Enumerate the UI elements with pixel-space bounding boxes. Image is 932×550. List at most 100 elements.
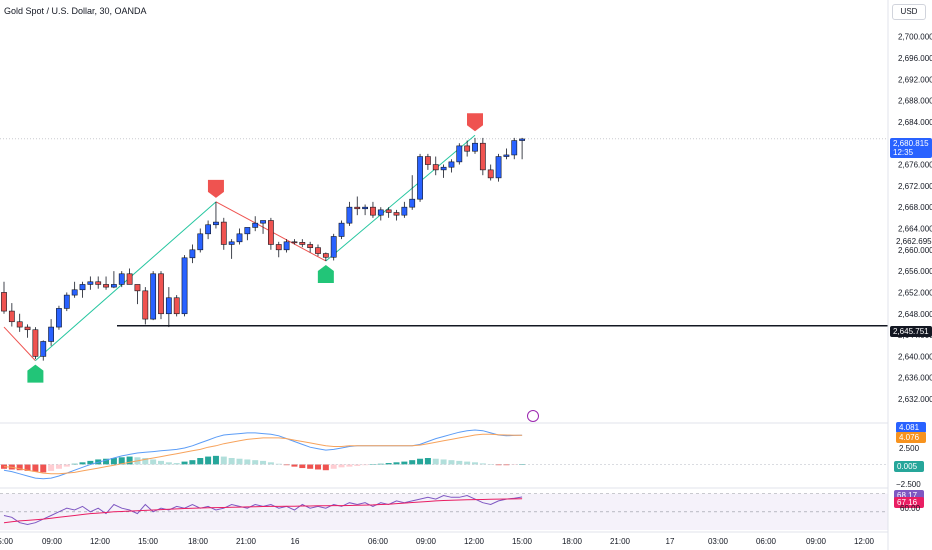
level-2-price: 2,662.695 (896, 237, 932, 246)
time-tick-label: 12:00 (464, 537, 485, 546)
time-tick-label: 06:00 (368, 537, 389, 546)
price-tick-label: 2,700.000 (898, 33, 932, 42)
candle-body (464, 145, 471, 152)
candle-body (71, 289, 78, 296)
candle-body (432, 164, 439, 171)
macd-histogram-bar (315, 464, 321, 470)
time-tick-label: 15:00 (512, 537, 533, 546)
macd-histogram-bar (212, 455, 219, 465)
currency-selector[interactable]: USD (892, 4, 926, 20)
macd-pane[interactable] (0, 429, 888, 480)
macd-histogram-bar (150, 459, 157, 465)
price-tick-label: 2,652.000 (898, 288, 932, 297)
price-tick-label: 2,640.000 (898, 352, 932, 361)
candle-body (495, 156, 502, 179)
candle-body (213, 221, 219, 226)
time-tick-label: 17 (666, 537, 675, 546)
time-tick-label: 09:00 (416, 537, 437, 546)
candle-body (393, 212, 400, 216)
candle-body (158, 273, 164, 315)
candle-body (424, 156, 431, 165)
macd-histogram-bar (173, 463, 180, 465)
macd-histogram-bar (409, 460, 416, 465)
time-tick-label: 16 (291, 537, 300, 546)
macd-histogram-bar (495, 464, 502, 466)
macd-histogram-bar (330, 464, 337, 469)
candle-body (479, 142, 486, 171)
candle-body (354, 206, 361, 210)
macd-histogram-bar (71, 463, 78, 465)
candle-body (511, 140, 518, 156)
candle-body (126, 273, 133, 285)
signal-value-tag: 4.076 (896, 432, 926, 443)
histogram-value-tag: 0.005 (894, 461, 924, 472)
macd-histogram-bar (252, 460, 259, 465)
candle-body (95, 281, 102, 285)
candle-body (87, 281, 94, 285)
candle-body (385, 209, 392, 213)
time-tick-label: 15:00 (138, 537, 159, 546)
time-tick-label: 09:00 (806, 537, 827, 546)
rsi-ma-line (3, 498, 523, 524)
rsi-ma-value-tag: 67.16 (894, 497, 924, 508)
macd-histogram-bar (181, 461, 188, 465)
price-tick-label: 2,656.000 (898, 267, 932, 276)
candle-body (24, 326, 31, 331)
macd-histogram-bar (291, 464, 298, 467)
candle-body (142, 290, 149, 320)
candle-body (32, 329, 39, 357)
time-tick-label: 18:00 (188, 537, 209, 546)
candle-body (299, 242, 306, 245)
candle-body (260, 220, 266, 224)
macd-histogram-bar (244, 459, 251, 465)
macd-histogram-bar (79, 462, 86, 465)
time-tick-label: 03:00 (708, 537, 729, 546)
time-axis[interactable]: 15:00 09:00 12:00 15:00 18:00 21:00 16 06:00 09:… (0, 537, 875, 546)
macd-histogram-bar (299, 464, 306, 469)
candle-body (181, 257, 188, 315)
level-price-tag: 2,645.751 (890, 326, 932, 337)
macd-lower-label: −2.500 (896, 480, 921, 489)
price-tick-label: 2,660.000 (898, 246, 932, 255)
candle-body (456, 145, 463, 163)
candle-body (173, 297, 180, 315)
macd-histogram-bar (464, 461, 471, 465)
macd-histogram-bar (479, 463, 486, 465)
macd-histogram-bar (205, 456, 212, 465)
macd-histogram-bar (511, 464, 518, 465)
candle-body (362, 206, 368, 210)
candle-body (503, 154, 510, 157)
price-axis[interactable]: 2,700.000 2,696.000 2,692.000 2,688.000 2,68… (898, 33, 932, 404)
candle-body (330, 236, 337, 258)
candle-body (472, 142, 478, 152)
candle-body (267, 220, 274, 245)
macd-histogram-bar (385, 463, 392, 465)
time-tick-label: 21:00 (236, 537, 257, 546)
macd-histogram-bar (110, 458, 117, 465)
price-tick-label: 2,668.000 (898, 203, 932, 212)
candle-body (40, 341, 47, 357)
macd-histogram-bar (228, 458, 235, 465)
zigzag-segment (3, 326, 36, 361)
candle-body (189, 249, 196, 259)
signal-line (3, 433, 523, 475)
candle-body (111, 284, 117, 288)
candle-body (440, 166, 447, 171)
candle-body (228, 241, 235, 245)
time-tick-label: 06:00 (756, 537, 777, 546)
candle-body (401, 206, 408, 216)
symbol-title[interactable]: Gold Spot / U.S. Dollar, 30, OANDA (4, 6, 147, 16)
candle-body (236, 233, 243, 243)
macd-histogram-bar (16, 464, 23, 471)
candle-body (205, 224, 211, 235)
price-tick-label: 2,684.000 (898, 118, 932, 127)
macd-histogram-bar (307, 464, 314, 469)
rsi-pane[interactable] (0, 493, 888, 530)
buy-signal-marker (317, 264, 334, 283)
price-pane[interactable] (0, 113, 888, 422)
macd-histogram-bar (189, 460, 196, 465)
candle-body (197, 233, 204, 251)
candle-body (370, 206, 376, 216)
candle-body (220, 221, 227, 245)
